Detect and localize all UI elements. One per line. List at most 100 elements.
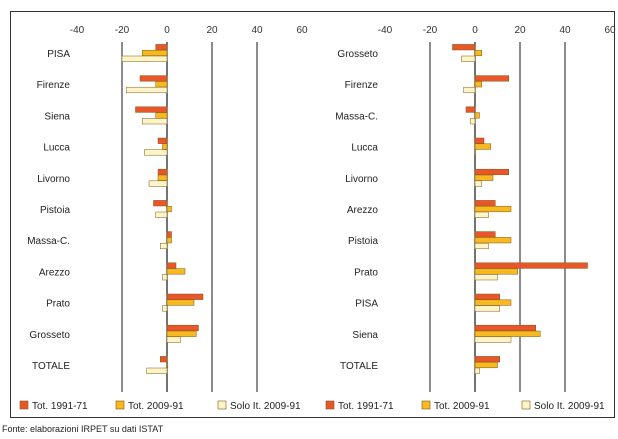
panel1-legend-label: Solo It. 2009-91 — [230, 401, 301, 412]
panel2-category-label: Siena — [352, 330, 378, 341]
panel2-bar-solo-it-2009-91 — [474, 149, 477, 156]
panel1-bar-tot-2009-91 — [166, 361, 169, 369]
panel1-legend-swatch — [115, 400, 125, 410]
panel1-category-label: Livorno — [37, 174, 70, 185]
panel2-bar-tot-1991-71 — [474, 293, 500, 300]
panel1-bar-solo-it-2009-91 — [146, 367, 168, 374]
panel2-category-label: TOTALE — [340, 361, 378, 372]
panel2-category-label: Pistoia — [348, 236, 378, 247]
panel1-bar-solo-it-2009-91 — [162, 274, 168, 281]
panel1-bar-tot-2009-91 — [166, 237, 172, 244]
source-note: Fonte: elaborazioni IRPET su dati ISTAT — [2, 424, 164, 434]
panel2-bar-tot-2009-91 — [474, 143, 491, 150]
panel1-bar-tot-2009-91 — [166, 299, 195, 306]
panel2-bar-tot-2009-91 — [474, 268, 518, 275]
panel2-bar-tot-2009-91 — [474, 112, 480, 119]
panel2-legend-label: Tot. 1991-71 — [338, 401, 394, 412]
panel2-bar-tot-1991-71 — [474, 356, 500, 363]
panel1-x-tick-label: -20 — [115, 25, 130, 36]
panel1-bar-tot-1991-71 — [160, 356, 168, 363]
panel2-category-label: PISA — [355, 299, 378, 310]
panel2-bar-solo-it-2009-91 — [474, 336, 512, 343]
panel2-bar-tot-1991-71 — [474, 231, 496, 238]
panel1-bar-tot-2009-91 — [155, 81, 168, 88]
panel1-x-tick-label: 20 — [206, 25, 218, 36]
panel1-legend-swatch — [217, 400, 227, 410]
panel2-x-tick-label: 60 — [604, 25, 616, 36]
panel1-category-label: PISA — [47, 49, 70, 60]
panel1-bar-tot-2009-91 — [166, 205, 172, 213]
panel2-bar-tot-1991-71 — [452, 44, 476, 51]
panel2-bar-solo-it-2009-91 — [474, 180, 482, 187]
panel2-x-tick-label: 40 — [559, 25, 571, 36]
panel2-bar-tot-2009-91 — [474, 361, 498, 369]
panel1-bar-solo-it-2009-91 — [162, 305, 168, 312]
panel1-category-label: Massa-C. — [27, 236, 70, 247]
panel2-category-label: Firenze — [345, 80, 379, 91]
panel1-bar-solo-it-2009-91 — [121, 55, 168, 62]
panel2-category-label: Lucca — [351, 143, 378, 154]
panel1-bar-solo-it-2009-91 — [160, 242, 168, 250]
panel2-bar-tot-1991-71 — [465, 106, 476, 113]
panel2-bar-tot-2009-91 — [474, 205, 512, 213]
panel1-category-label: Grosseto — [29, 330, 70, 341]
panel1-category-label: Pistoia — [40, 205, 70, 216]
panel1-category-label: Firenze — [37, 80, 71, 91]
panel2-legend-label: Tot. 2009-91 — [434, 401, 490, 412]
panel1-bar-tot-2009-91 — [166, 268, 186, 275]
panel1-bar-solo-it-2009-91 — [166, 336, 181, 343]
panel1-bar-tot-2009-91 — [157, 174, 168, 181]
panel2-bar-solo-it-2009-91 — [474, 242, 489, 250]
panel2-category-label: Massa-C. — [335, 111, 378, 122]
panel1-bar-tot-2009-91 — [166, 330, 197, 337]
panel2-category-label: Livorno — [345, 174, 378, 185]
panel2-bar-solo-it-2009-91 — [474, 274, 498, 281]
panel2-x-tick-label: -40 — [378, 25, 393, 36]
panel2-legend-swatch — [325, 400, 335, 410]
panel2-bar-tot-2009-91 — [474, 49, 482, 57]
panel2-x-tick-label: 0 — [472, 25, 478, 36]
panel1-bar-solo-it-2009-91 — [148, 180, 168, 187]
panel1-bar-solo-it-2009-91 — [142, 118, 168, 125]
panel1-bar-tot-1991-71 — [139, 75, 168, 82]
panel1-bar-tot-1991-71 — [157, 137, 168, 144]
panel1-bar-tot-1991-71 — [155, 44, 168, 51]
panel1-bar-tot-2009-91 — [155, 112, 168, 119]
panel2-bar-tot-1991-71 — [474, 324, 536, 332]
panel1-legend-label: Tot. 1991-71 — [32, 401, 88, 412]
panel1-bar-tot-1991-71 — [153, 200, 168, 207]
panel1-bar-tot-2009-91 — [162, 143, 168, 150]
panel2-category-label: Grosseto — [337, 49, 378, 60]
panel2-legend-swatch — [521, 400, 531, 410]
panel2-legend-label: Solo It. 2009-91 — [534, 401, 605, 412]
panel2-bar-tot-2009-91 — [474, 81, 482, 88]
panel2-x-tick-label: -20 — [423, 25, 438, 36]
panel2-bar-solo-it-2009-91 — [474, 367, 480, 374]
panel2-bar-tot-1991-71 — [474, 200, 496, 207]
panel2-bar-tot-2009-91 — [474, 299, 512, 306]
panel1-category-label: Prato — [46, 299, 70, 310]
panel1-bar-tot-1991-71 — [166, 231, 172, 238]
panel2-category-label: Prato — [354, 267, 378, 278]
panel2-bar-solo-it-2009-91 — [470, 118, 476, 125]
panel1-legend-swatch — [19, 400, 29, 410]
panel1-bar-tot-1991-71 — [166, 324, 199, 332]
panel1-category-label: Arezzo — [39, 267, 71, 278]
panel2-bar-tot-1991-71 — [474, 75, 509, 82]
panel2-bar-tot-1991-71 — [474, 262, 588, 269]
chart-frame — [10, 11, 615, 418]
panel2-bar-tot-2009-91 — [474, 174, 494, 181]
panel2-bar-solo-it-2009-91 — [461, 55, 476, 62]
panel1-x-tick-label: 40 — [251, 25, 263, 36]
panel1-bar-solo-it-2009-91 — [155, 211, 168, 218]
panel2-bar-solo-it-2009-91 — [463, 86, 476, 94]
panel1-category-label: TOTALE — [32, 361, 70, 372]
panel2-bar-tot-1991-71 — [474, 168, 509, 176]
panel1-category-label: Lucca — [43, 143, 70, 154]
panel1-x-tick-label: -40 — [70, 25, 85, 36]
panel2-bar-solo-it-2009-91 — [474, 305, 500, 312]
panel1-x-tick-label: 0 — [164, 25, 170, 36]
chart-canvas: -40 -20 0 20 40 60 PISA Firenze Siena Lucca Livorn… — [10, 11, 616, 418]
panel1-legend-label: Tot. 2009-91 — [128, 401, 184, 412]
